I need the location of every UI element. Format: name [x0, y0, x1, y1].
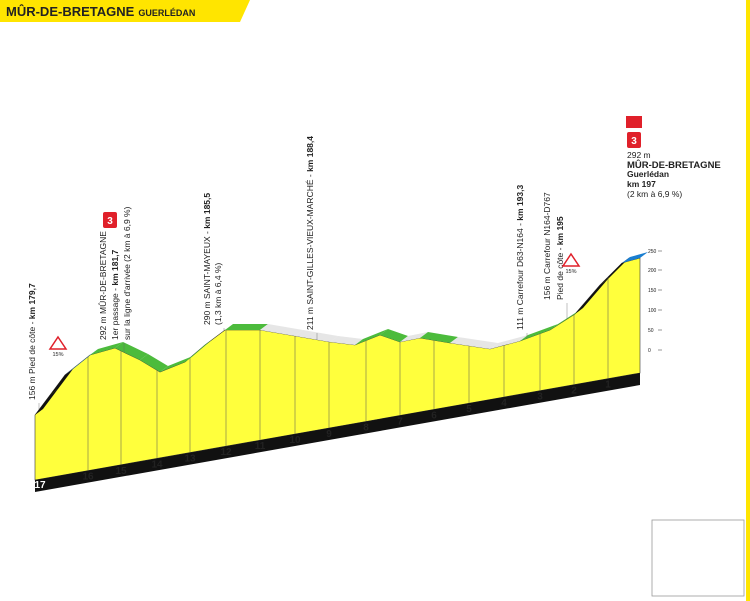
km-marker: 12: [220, 447, 232, 458]
altitude-tick: 150: [648, 288, 657, 294]
finish-flag: [626, 116, 642, 128]
km-marker: 8: [363, 422, 369, 433]
annotation-text: 290 m SAINT-MAYEUX -: [202, 229, 212, 325]
profile-top: [260, 324, 303, 336]
profile-top: [575, 279, 608, 314]
profile: 17 16 15 14 13 12 11 10 9 8 7 6 5 4 3 2 1 250 200 150 100 50 0…: [27, 116, 739, 588]
km-marker: 5: [466, 404, 472, 415]
profile-top: [50, 369, 73, 395]
annotation-km: km 188,4: [305, 136, 315, 172]
finish-km: km 197: [627, 179, 656, 189]
km-marker: 4: [501, 398, 507, 409]
annotation: sur la ligne d'arrivée (2 km à 6,9 %): [122, 206, 132, 340]
profile-top: [185, 339, 213, 362]
annotation-text: 111 m Carrefour D63-N164 -: [515, 221, 525, 330]
annotation: 292 m MÛR-DE-BRETAGNE: [98, 231, 108, 340]
profile-top: [400, 332, 428, 342]
km-marker: 13: [184, 454, 196, 465]
annotation: (1,3 km à 6,4 %): [213, 262, 223, 325]
profile-top: [160, 356, 193, 372]
altitude-tick: 100: [648, 308, 657, 314]
annotation-text: (1,3 km à 6,4 %): [213, 262, 223, 325]
finish-climb: (2 km à 6,9 %): [627, 189, 682, 199]
legend-box: [651, 519, 745, 597]
annotation: 1er passage - km 181,7: [110, 249, 120, 340]
altitude-tick: 0: [648, 348, 651, 354]
annotation-text: sur la ligne d'arrivée (2 km à 6,9 %): [122, 206, 132, 340]
profile-top: [450, 337, 498, 349]
profile-top: [35, 389, 58, 415]
km-marker: 1: [605, 380, 611, 391]
annotation-km: km 179,7: [27, 283, 37, 319]
badge-text: 3: [107, 216, 113, 227]
km-marker: 2: [571, 386, 577, 397]
side-stripe: [746, 0, 750, 601]
profile-top: [90, 342, 123, 355]
header: MÛR-DE-BRETAGNE GUERLÉDAN: [6, 4, 195, 19]
title: MÛR-DE-BRETAGNE: [6, 4, 135, 19]
profile-top: [420, 332, 458, 343]
profile-top: [225, 324, 268, 330]
profile-top: [600, 257, 630, 285]
km-marker: 11: [255, 441, 266, 452]
profile-top: [490, 335, 528, 349]
km-marker: 17: [34, 480, 46, 491]
badge-text: 3: [631, 136, 637, 147]
km-marker: 10: [289, 435, 301, 446]
annotation-text: 211 m SAINT-GILLES-VIEUX-MARCHÉ -: [305, 172, 315, 330]
annotation: 111 m Carrefour D63-N164 - km 193,3: [515, 185, 525, 330]
annotation: Pied de côte - km 195: [555, 216, 565, 300]
badge: [103, 212, 117, 228]
km-marker: 14: [151, 459, 163, 470]
warning-text: 15%: [52, 352, 63, 358]
profile-top: [355, 329, 388, 345]
altitude-tick: 200: [648, 268, 657, 274]
header-bar: [0, 0, 250, 22]
warning-sign: [48, 335, 68, 350]
km-marker: 15: [115, 466, 127, 477]
subtitle: GUERLÉDAN: [138, 8, 195, 18]
annotation-km: km 185,5: [202, 193, 212, 229]
profile-top: [622, 252, 648, 263]
profile-top: [380, 329, 408, 342]
badge: [627, 132, 641, 148]
profile-top: [140, 354, 168, 372]
annotation-text: 156 m Pied de côte -: [27, 319, 37, 400]
profile-top: [295, 330, 338, 342]
annotation: 290 m SAINT-MAYEUX - km 185,5: [202, 193, 212, 325]
warning-text: 15%: [565, 269, 576, 275]
annotation: 156 m Pied de côte - km 179,7: [27, 283, 37, 400]
profile-top: [520, 324, 558, 341]
km-marker: 16: [82, 472, 94, 483]
annotation-km: km 195: [555, 216, 565, 245]
profile-top: [550, 308, 583, 330]
finish-place: Guerlédan: [627, 169, 669, 179]
annotation-text: Pied de côte -: [555, 245, 565, 300]
km-marker: 9: [326, 429, 332, 440]
annotation-text: 156 m Carrefour N164-D767: [542, 192, 552, 300]
annotation: 211 m SAINT-GILLES-VIEUX-MARCHÉ - km 188…: [305, 136, 315, 330]
finish-name: MÛR-DE-BRETAGNE: [627, 159, 721, 171]
annotation: 156 m Carrefour N164-D767: [542, 192, 552, 300]
altitude-tick: 50: [648, 328, 654, 334]
profile-top: [65, 349, 98, 375]
km-marker: 6: [431, 410, 437, 421]
km-marker: 3: [537, 392, 543, 403]
warning-sign: [561, 252, 581, 267]
annotation-km: km 193,3: [515, 185, 525, 221]
annotation-text: 292 m MÛR-DE-BRETAGNE: [98, 231, 108, 340]
annotation-text: 1er passage -: [110, 286, 120, 340]
altitude-tick: 250: [648, 249, 657, 255]
profile-top: [330, 336, 363, 345]
profile-top: [115, 342, 148, 360]
finish-altitude: 292 m: [627, 150, 651, 160]
km-marker: 7: [397, 416, 403, 427]
km-strip: [35, 373, 640, 492]
annotation-km: km 181,7: [110, 249, 120, 285]
